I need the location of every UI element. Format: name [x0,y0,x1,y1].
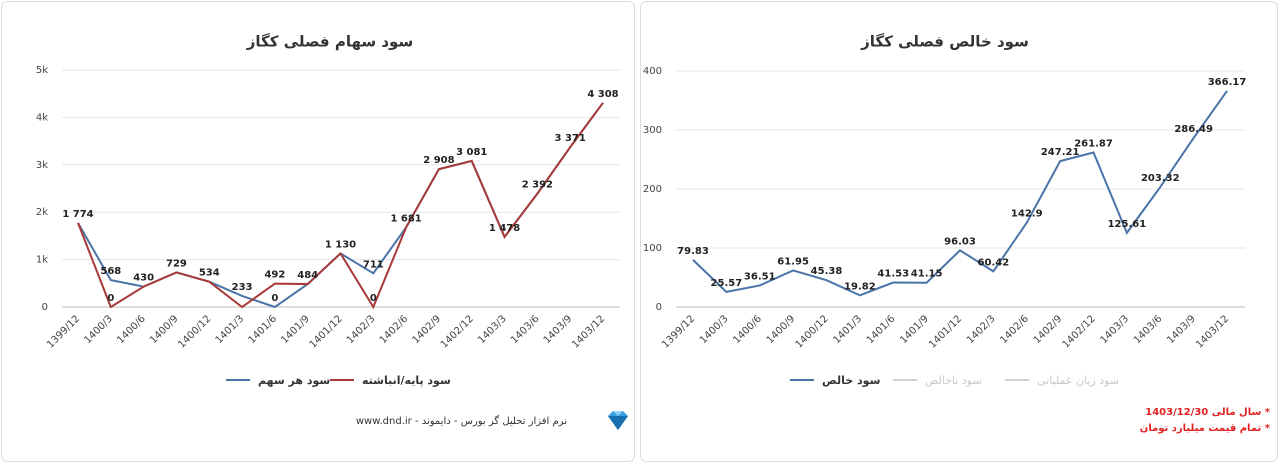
note: * سال مالی 1403/12/30 [1145,407,1270,418]
panel-left [1,1,635,462]
data-label: 366.17 [1208,77,1247,88]
legend-label: سود زیان عملیاتی [1037,374,1119,387]
data-label: 60.42 [978,257,1010,268]
series-line [692,90,1228,297]
y-tick-label: 300 [643,125,662,136]
y-tick-label: 400 [643,66,662,77]
data-label: 1 774 [62,209,93,220]
note: * تمام قیمت میلیارد تومان [1140,423,1271,434]
data-label: 233 [232,282,253,293]
logo [608,411,628,430]
data-label: 203.32 [1141,173,1180,184]
data-label: 2 908 [423,155,454,166]
data-label: 484 [297,270,318,281]
data-label: 430 [133,273,154,284]
legend-label: سود پایه/انباشته [362,374,451,387]
data-label: 3 371 [555,133,586,144]
data-label: 1 478 [489,223,520,234]
data-label: 729 [166,258,187,269]
legend-label: سود ناخالص [925,374,982,387]
y-tick-label: 4k [36,112,48,123]
y-tick-label: 1k [36,255,48,266]
data-label: 0 [370,293,377,304]
panel-right [640,1,1278,462]
chart-title: سود خالص فصلی کگاز [860,33,1029,51]
data-label: 247.21 [1041,147,1080,158]
y-tick-label: 2k [36,207,48,218]
y-tick-label: 0 [656,302,662,313]
data-label: 36.51 [744,271,776,282]
footer: نرم افزار تحلیل گر بورس - دایموند - www.… [356,415,567,427]
data-label: 25.57 [711,278,743,289]
data-label: 711 [363,259,384,270]
data-label: 3 081 [456,147,487,158]
y-tick-label: 3k [36,160,48,171]
data-label: 534 [199,268,220,279]
data-label: 142.9 [1011,209,1043,220]
data-label: 61.95 [777,256,809,267]
data-label: 96.03 [944,236,976,247]
y-tick-label: 0 [42,302,48,313]
data-label: 1 681 [390,213,421,224]
y-tick-label: 100 [643,243,662,254]
legend-label: سود هر سهم [258,374,330,387]
data-label: 2 392 [522,180,553,191]
data-label: 1 130 [325,239,356,250]
data-label: 261.87 [1074,138,1113,149]
data-label: 79.83 [677,246,709,257]
chart-title: سود سهام فصلی کگاز [246,33,413,51]
data-label: 492 [264,270,285,281]
y-tick-label: 200 [643,184,662,195]
legend-label: سود خالص [822,374,880,387]
data-label: 568 [100,266,121,277]
data-label: 125.61 [1108,219,1147,230]
series-line [77,102,604,310]
data-label: 0 [107,293,114,304]
data-label: 41.53 [877,268,909,279]
y-tick-label: 5k [36,65,48,76]
data-label: 19.82 [844,281,876,292]
data-label: 41.15 [911,269,943,280]
data-label: 286.49 [1174,124,1213,135]
data-label: 45.38 [811,266,843,277]
data-label: 4 308 [587,89,618,100]
data-label: 0 [271,293,278,304]
